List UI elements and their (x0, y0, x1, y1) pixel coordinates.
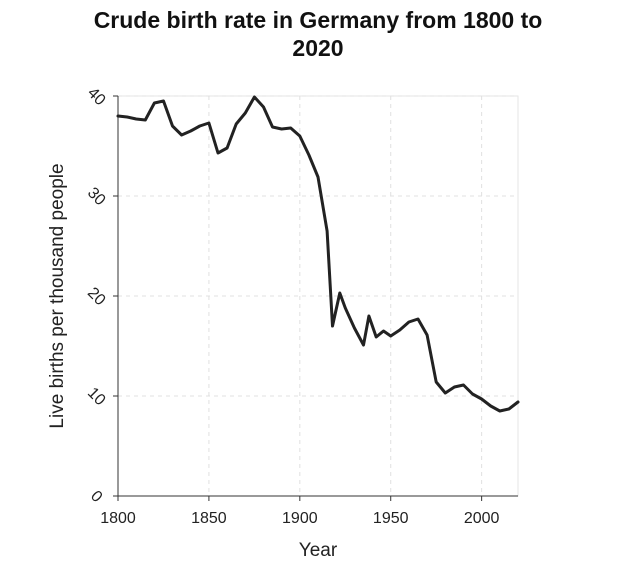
y-tick-label: 20 (84, 284, 109, 309)
x-axis-label: Year (299, 540, 338, 561)
x-tick-label: 1950 (373, 510, 409, 527)
x-tick-label: 1900 (282, 510, 318, 527)
x-tick-label: 1850 (191, 510, 227, 527)
x-tick-label: 1800 (100, 510, 136, 527)
y-tick-label: 10 (84, 384, 109, 409)
grid-lines (117, 95, 519, 497)
y-tick-label: 30 (84, 184, 109, 209)
chart-title: Crude birth rate in Germany from 1800 to… (93, 7, 543, 61)
birth-rate-line (116, 95, 520, 413)
y-tick-labels: 0 10 20 30 40 (84, 84, 109, 506)
y-tick-label: 40 (84, 84, 109, 109)
y-axis-label: Live births per thousand people (47, 163, 68, 428)
x-tick-labels: 1800 1850 1900 1950 2000 (100, 510, 499, 527)
y-tick-label: 0 (87, 488, 105, 506)
x-tick-label: 2000 (464, 510, 500, 527)
axes (113, 95, 518, 501)
